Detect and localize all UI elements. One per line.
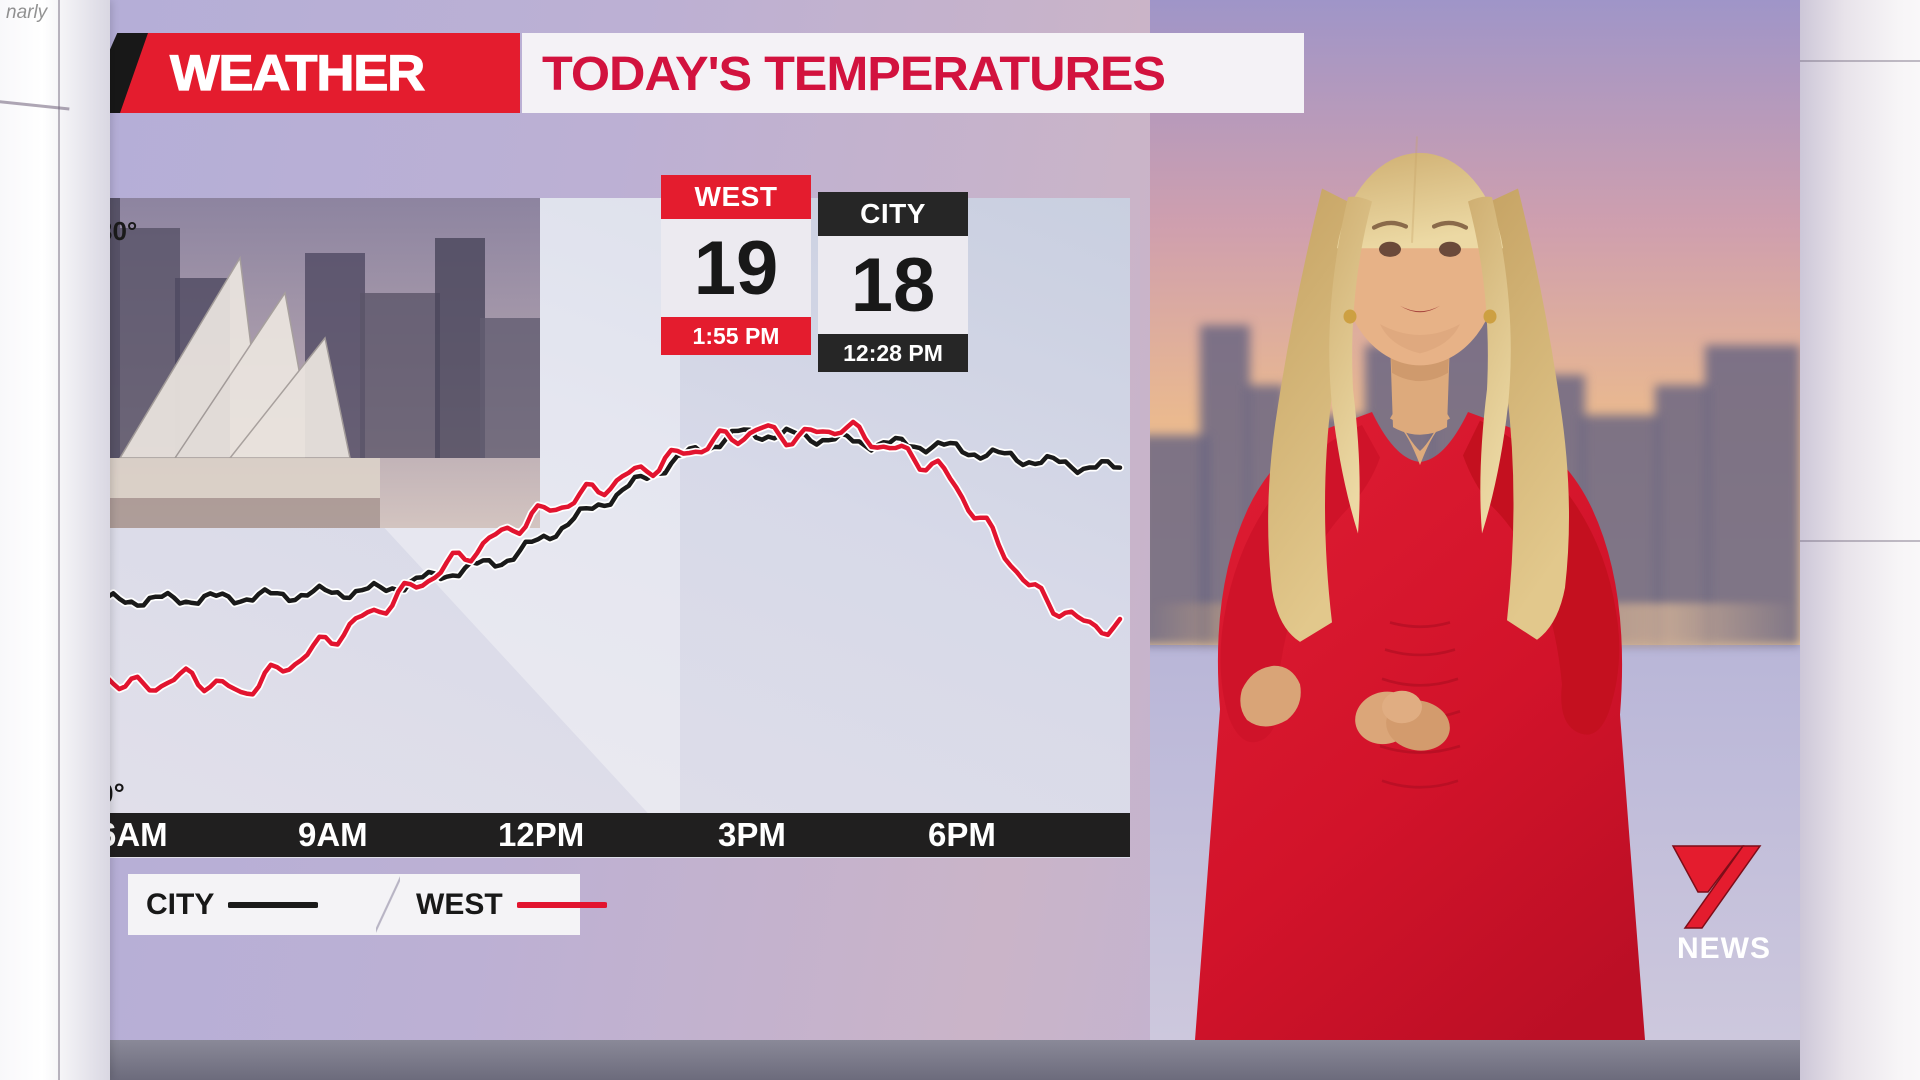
svg-text:NEWS: NEWS (1677, 932, 1771, 964)
